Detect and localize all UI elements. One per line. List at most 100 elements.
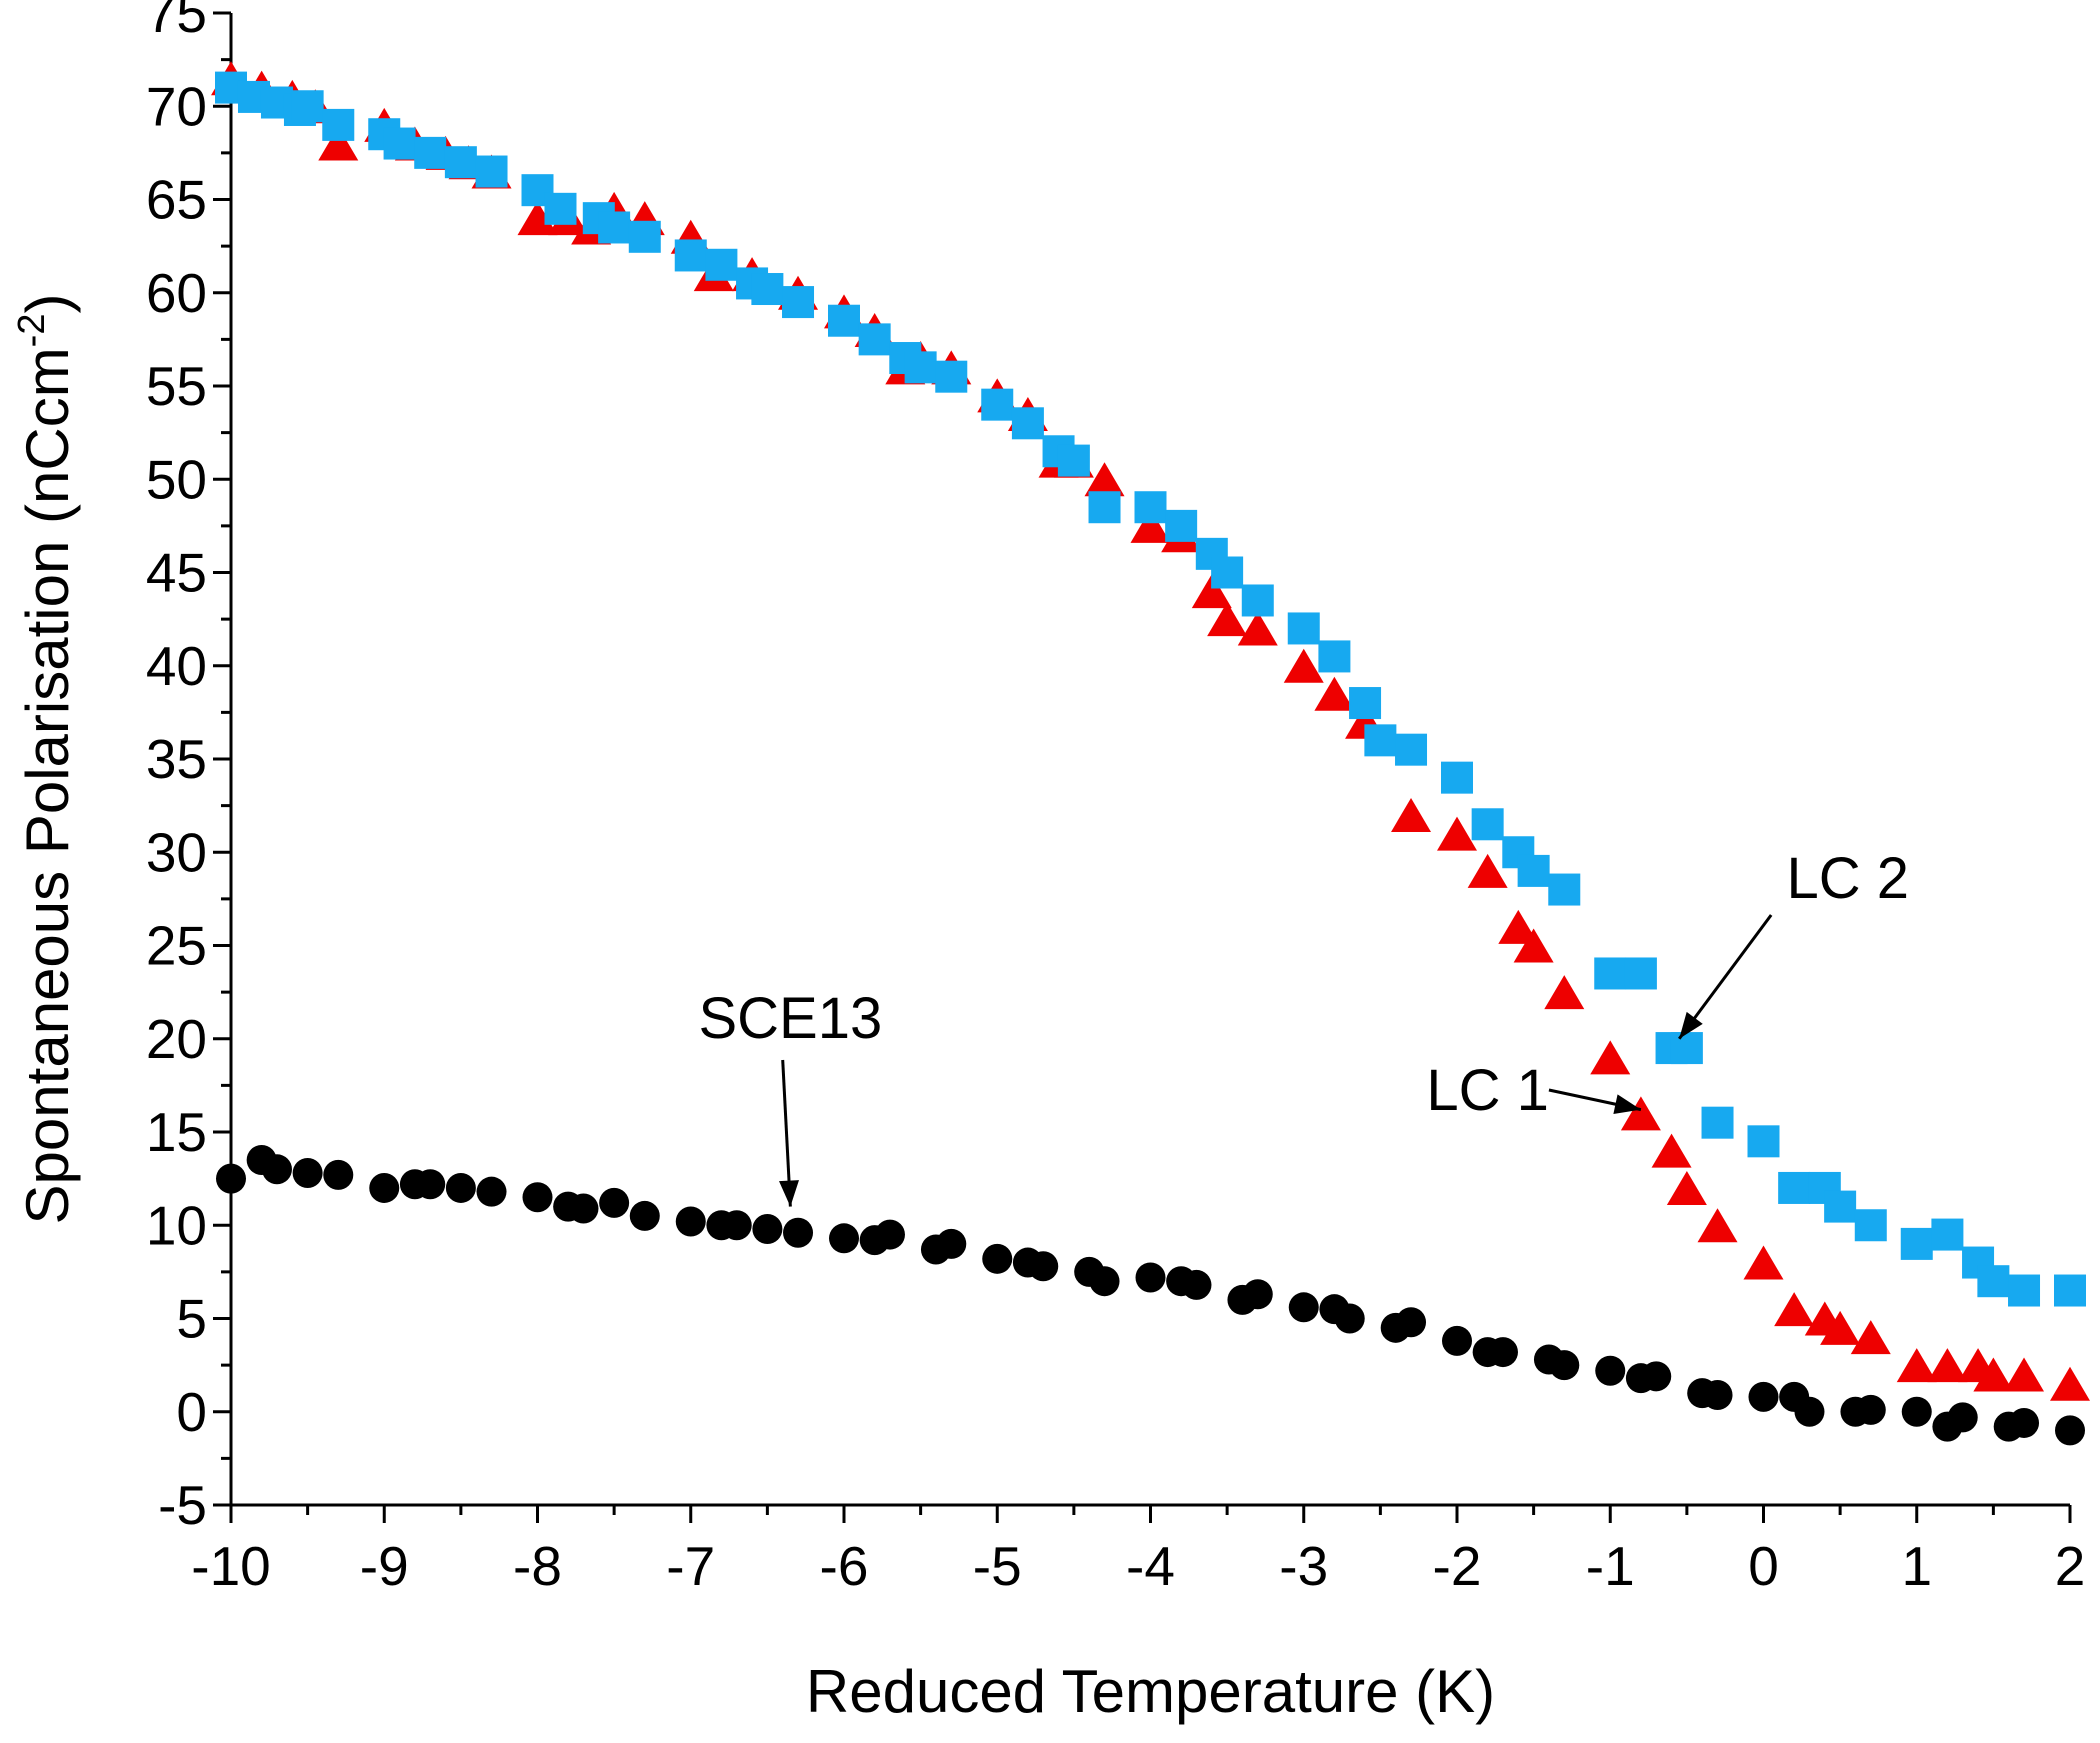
data-point: [751, 273, 784, 306]
data-point: [261, 1154, 292, 1185]
annotation-label: SCE13: [698, 986, 882, 1051]
x-tick-label: -6: [820, 1535, 869, 1597]
data-point: [1670, 1032, 1703, 1065]
data-point: [1850, 1320, 1891, 1355]
data-point: [1595, 1355, 1626, 1386]
data-point: [1901, 1396, 1932, 1427]
y-tick-label: 25: [146, 915, 207, 977]
data-point: [782, 286, 815, 319]
data-point: [2008, 1274, 2041, 1307]
data-point: [568, 1193, 599, 1224]
y-tick-label: 45: [146, 542, 207, 604]
y-axis-title-main: Spontaneous Polarisation (nCcm: [14, 347, 81, 1224]
series-sce13: [216, 1144, 2085, 1446]
data-point: [1778, 1171, 1811, 1204]
x-tick-label: -1: [1586, 1535, 1635, 1597]
data-point: [1471, 808, 1504, 841]
data-point: [318, 126, 359, 161]
data-point: [1702, 1379, 1733, 1410]
data-point: [1590, 1040, 1631, 1075]
y-axis-title-superscript: -2: [11, 314, 53, 348]
data-point: [2009, 1407, 2040, 1438]
data-point: [629, 1200, 660, 1231]
data-point: [1191, 574, 1232, 609]
data-point: [1747, 1125, 1780, 1158]
annotation-label: LC 2: [1787, 846, 1910, 911]
data-point: [1544, 975, 1585, 1010]
data-point: [1237, 611, 1278, 646]
data-point: [1288, 1292, 1319, 1323]
data-point: [1824, 1190, 1857, 1223]
y-tick-label: 75: [146, 0, 207, 44]
data-point: [369, 1172, 400, 1203]
data-point: [1165, 509, 1198, 542]
data-point: [783, 1217, 814, 1248]
data-point: [1651, 1133, 1692, 1168]
data-point: [1743, 1245, 1784, 1280]
data-point: [2054, 1274, 2086, 1307]
data-point: [1549, 1350, 1580, 1381]
x-tick-label: -4: [1126, 1535, 1175, 1597]
data-point: [216, 1163, 246, 1194]
data-point: [598, 211, 631, 244]
data-point: [414, 136, 447, 169]
y-tick-label: 50: [146, 448, 207, 510]
data-point: [1748, 1381, 1779, 1412]
data-point: [1395, 733, 1428, 766]
data-point: [1442, 1325, 1472, 1356]
data-point: [904, 351, 937, 384]
data-point: [522, 1182, 553, 1213]
data-point: [1927, 1348, 1968, 1383]
x-tick-label: -3: [1279, 1535, 1328, 1597]
x-tick-label: -9: [360, 1535, 409, 1597]
data-point: [1896, 1348, 1937, 1383]
data-point: [445, 1172, 476, 1203]
data-point: [1088, 491, 1121, 524]
data-point: [1774, 1292, 1815, 1327]
data-point: [1854, 1209, 1887, 1242]
annotation-arrowhead: [1613, 1094, 1641, 1114]
data-point: [675, 1206, 706, 1237]
data-point: [1207, 602, 1248, 637]
data-point: [1855, 1394, 1886, 1425]
data-point: [705, 248, 738, 281]
data-point: [829, 1223, 859, 1254]
annotation-lc-1: LC 1: [1426, 1058, 1642, 1123]
data-point: [1334, 1303, 1365, 1334]
y-tick-label: 40: [146, 635, 207, 697]
data-point: [1641, 1361, 1672, 1392]
data-point: [1242, 1279, 1273, 1310]
data-point: [1548, 873, 1581, 906]
data-point: [1794, 1396, 1825, 1427]
annotation-lc-2: LC 2: [1678, 846, 1910, 1040]
data-point: [322, 108, 355, 141]
data-point: [982, 1243, 1013, 1274]
data-point: [1011, 407, 1044, 440]
data-point: [1666, 1170, 1707, 1205]
data-point: [1620, 1096, 1661, 1131]
x-ticks: -10 -9 -8 -7 -6 -5 -4 -3 -2 -1 0 1 2: [191, 1505, 2085, 1597]
data-point: [1134, 491, 1167, 524]
series-lc-2: [215, 71, 2086, 1307]
data-point: [935, 360, 968, 393]
y-tick-label: 55: [146, 355, 207, 417]
y-tick-label: 30: [146, 821, 207, 883]
data-point: [1130, 508, 1171, 543]
data-point: [1594, 957, 1627, 990]
series-layer: [211, 61, 2090, 1446]
data-point: [1349, 687, 1382, 720]
x-tick-label: -5: [973, 1535, 1022, 1597]
y-tick-label: -5: [158, 1474, 207, 1536]
y-tick-label: 35: [146, 728, 207, 790]
data-point: [1977, 1265, 2010, 1298]
annotation-layer: SCE13 LC 1 LC 2: [698, 846, 1909, 1207]
data-point: [1517, 854, 1550, 887]
data-point: [1624, 957, 1657, 990]
y-ticks: -5 0 5 10 15 20 25 30 35 40 45 50 55 60 65 70 75: [146, 0, 231, 1536]
data-point: [1241, 584, 1274, 617]
data-point: [1211, 556, 1244, 589]
data-point: [1931, 1218, 1964, 1251]
data-point: [2050, 1366, 2090, 1401]
data-point: [1283, 648, 1324, 683]
